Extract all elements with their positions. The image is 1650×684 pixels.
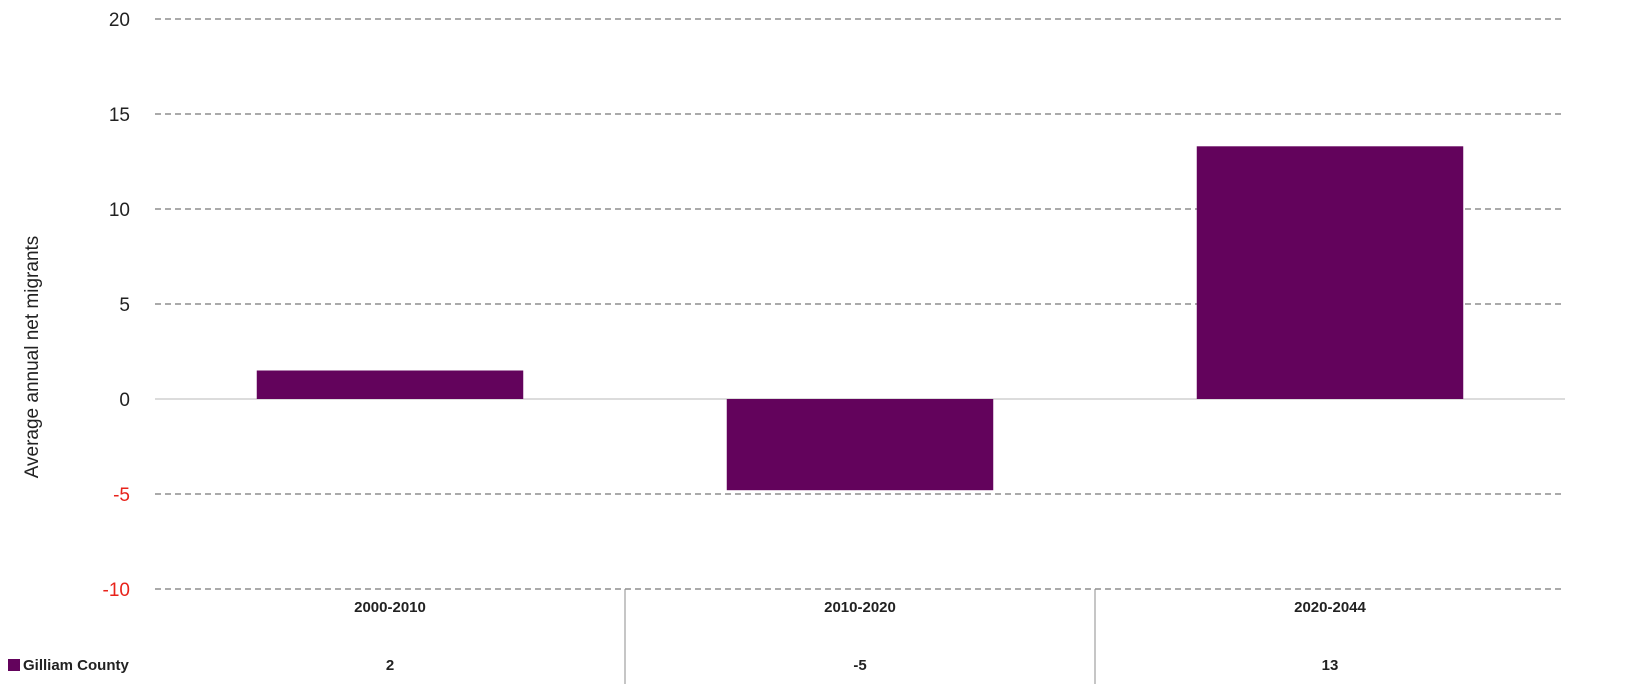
y-axis-ticks: 20 15 10 5 0 -5 -10 [103, 10, 130, 601]
y-tick-label: 20 [109, 10, 130, 31]
y-tick-label: -10 [103, 580, 130, 601]
table-value: 2 [386, 657, 394, 674]
legend: Gilliam County [8, 657, 130, 674]
y-tick-label: 10 [109, 200, 130, 221]
bar [726, 399, 994, 491]
legend-label: Gilliam County [23, 657, 130, 674]
category-label: 2000-2010 [354, 599, 426, 616]
table-value: -5 [853, 657, 866, 674]
category-label: 2010-2020 [824, 599, 896, 616]
table-value: 13 [1322, 657, 1339, 674]
y-tick-label: 0 [119, 390, 130, 411]
data-table: 2000-2010 2 2010-2020 -5 2020-2044 13 [354, 589, 1367, 684]
y-axis-title: Average annual net migrants [22, 236, 43, 479]
y-tick-label: 15 [109, 105, 130, 126]
y-tick-label: 5 [119, 295, 130, 316]
legend-swatch [8, 659, 20, 671]
bar [1196, 146, 1464, 399]
category-label: 2020-2044 [1294, 599, 1366, 616]
bar [256, 370, 524, 399]
bars [256, 146, 1464, 491]
y-tick-label: -5 [113, 485, 130, 506]
